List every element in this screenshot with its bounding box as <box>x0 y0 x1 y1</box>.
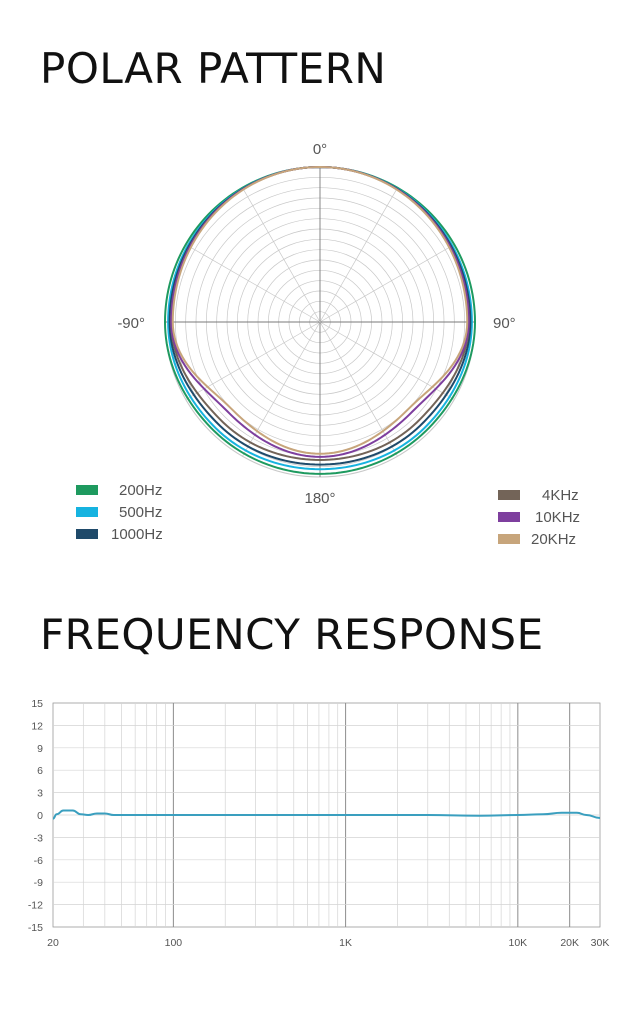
x-tick-label: 100 <box>165 937 183 949</box>
polar-series-200hz <box>163 165 477 475</box>
y-tick-label: 9 <box>37 743 43 755</box>
legend-item-4khz: 4KHz <box>498 485 579 505</box>
x-tick-label: 1K <box>339 937 352 949</box>
y-tick-label: 6 <box>37 765 43 777</box>
polar-series-500hz <box>167 165 473 471</box>
y-tick-label: -3 <box>34 832 43 844</box>
polar-grid-spoke <box>319 187 398 323</box>
legend-swatch-4khz <box>498 490 520 500</box>
polar-grid-spoke <box>319 321 398 457</box>
legend-item-10khz: 10KHz <box>498 507 580 527</box>
y-tick-label: -12 <box>28 900 43 912</box>
x-tick-label: 20K <box>560 937 579 949</box>
polar-pattern-title: POLAR PATTERN <box>40 44 387 93</box>
y-tick-label: 0 <box>37 810 43 822</box>
polar-label-neg90: -90° <box>117 315 145 332</box>
x-tick-label: 30K <box>591 937 610 949</box>
polar-label-180: 180° <box>304 490 335 507</box>
polar-label-0: 0° <box>313 141 327 158</box>
y-tick-label: 3 <box>37 788 43 800</box>
y-tick-label: 12 <box>31 720 43 732</box>
x-tick-label: 10K <box>508 937 527 949</box>
polar-series-20khz <box>171 165 469 455</box>
legend-swatch-10khz <box>498 512 520 522</box>
legend-label-20khz: 20KHz <box>531 530 577 548</box>
polar-chart: 0° 90° 180° -90° <box>117 141 516 507</box>
polar-grid-spoke <box>242 321 321 457</box>
legend-swatch-20khz <box>498 534 520 544</box>
legend-item-1000hz: 1000Hz <box>76 524 163 544</box>
x-tick-label: 20 <box>47 937 59 949</box>
legend-swatch-1000hz <box>76 529 98 539</box>
legend-label-500hz: 500Hz <box>119 503 163 521</box>
legend-label-200hz: 200Hz <box>119 481 163 499</box>
legend-label-4khz: 4KHz <box>542 486 579 504</box>
polar-series-1000hz <box>168 165 472 466</box>
polar-series-group <box>163 165 477 475</box>
polar-grid-spoke <box>242 187 321 323</box>
y-tick-label: -9 <box>34 877 43 889</box>
y-tick-label: -6 <box>34 855 43 867</box>
polar-series-10khz <box>170 165 470 458</box>
legend-item-200hz: 200Hz <box>76 480 162 500</box>
frequency-response-title: FREQUENCY RESPONSE <box>40 610 544 659</box>
legend-label-10khz: 10KHz <box>535 508 581 526</box>
polar-grid-spoke <box>185 244 321 323</box>
legend-swatch-500hz <box>76 507 98 517</box>
legend-swatch-200hz <box>76 485 98 495</box>
polar-label-90: 90° <box>493 315 516 332</box>
frequency-response-line <box>52 809 601 820</box>
y-tick-label: 15 <box>31 698 43 710</box>
legend-label-1000hz: 1000Hz <box>111 525 163 543</box>
y-tick-label: -15 <box>28 922 43 934</box>
polar-grid-spoke <box>319 244 455 323</box>
legend-item-500hz: 500Hz <box>76 502 162 522</box>
legend-item-20khz: 20KHz <box>498 529 576 549</box>
